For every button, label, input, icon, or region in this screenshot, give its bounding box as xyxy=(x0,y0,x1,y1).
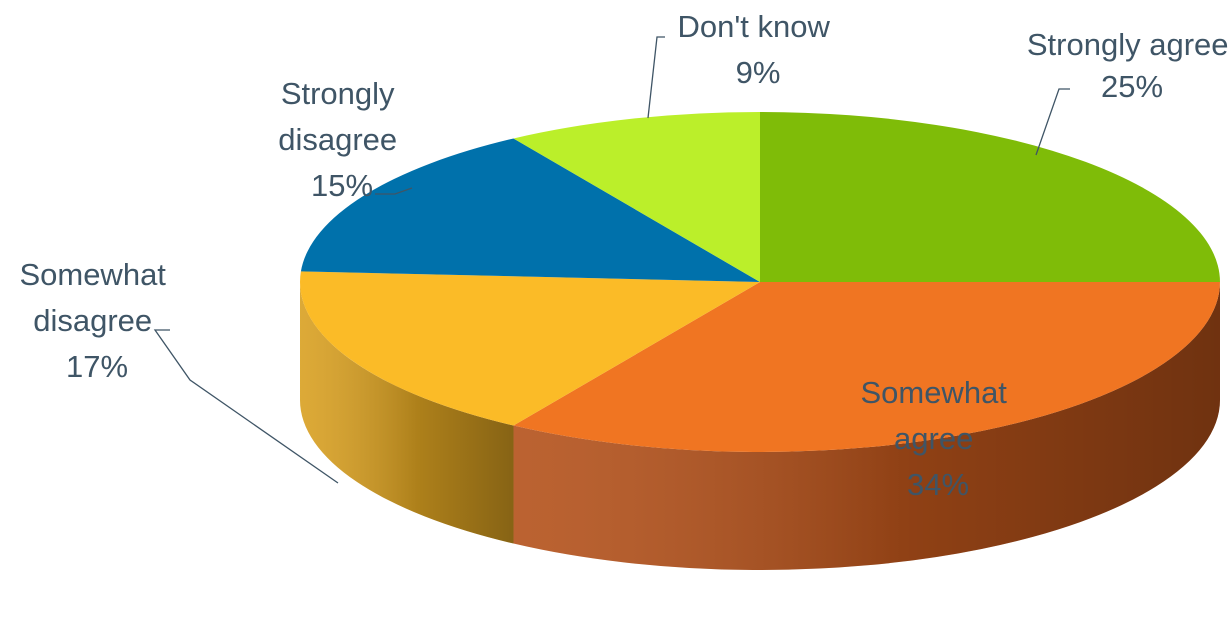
pie-slice-don-t-know xyxy=(513,112,760,282)
label-line: Don't know xyxy=(677,9,830,44)
leader-line-strongly-agree xyxy=(1035,88,1070,156)
label-line: agree xyxy=(894,421,973,456)
pie-slice-strongly-agree xyxy=(760,112,1220,282)
data-label-strongly-agree: Strongly agree 25% xyxy=(1027,27,1232,104)
label-line: 25% xyxy=(1101,69,1163,104)
data-label-somewhat-disagree: Somewhat disagree 17% xyxy=(19,257,174,384)
pie-slice-somewhat-agree xyxy=(513,282,1220,452)
label-line: 15% xyxy=(311,168,373,203)
data-label-dont-know: Don't know 9% xyxy=(677,9,838,90)
label-line: Strongly agree xyxy=(1027,27,1229,62)
data-label-strongly-disagree: Strongly disagree 15% xyxy=(278,76,406,203)
leader-line-somewhat-disagree xyxy=(153,329,339,484)
leader-line-dont-know xyxy=(647,36,665,119)
data-label-somewhat-agree: Somewhat agree 34% xyxy=(860,375,1015,502)
pie-side-shade-somewhat-disagree xyxy=(300,282,514,544)
label-line: 9% xyxy=(736,55,781,90)
pie-side-shade-somewhat-agree xyxy=(513,282,1220,570)
label-line: Strongly xyxy=(281,76,395,111)
pie-slice-strongly-disagree xyxy=(300,138,760,282)
label-line: disagree xyxy=(278,122,397,157)
leader-line-strongly-disagree xyxy=(375,187,413,195)
label-line: 34% xyxy=(907,467,969,502)
label-line: disagree xyxy=(33,303,152,338)
label-line: Somewhat xyxy=(19,257,166,292)
pie-slice-somewhat-disagree xyxy=(300,271,760,426)
label-line: 17% xyxy=(66,349,128,384)
label-line: Somewhat xyxy=(860,375,1007,410)
